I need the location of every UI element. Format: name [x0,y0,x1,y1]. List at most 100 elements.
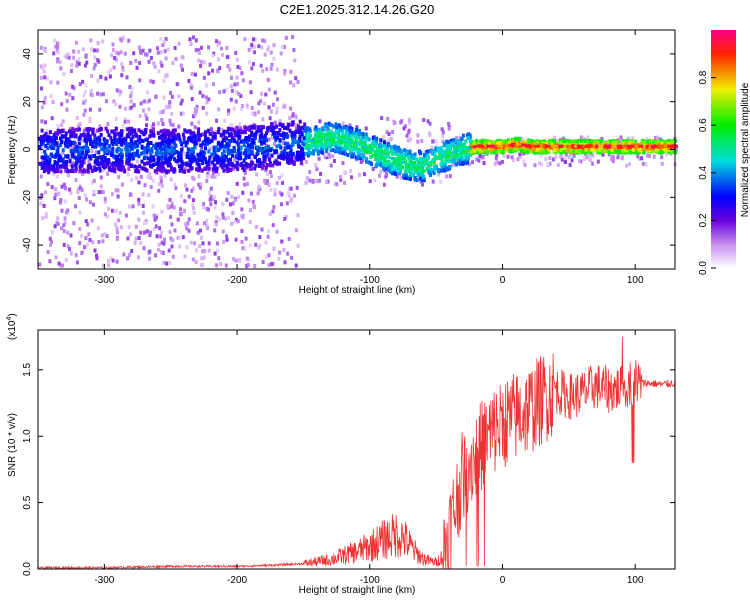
band-cell [131,134,135,139]
band-cell [38,136,42,141]
ridge-cell [576,144,580,148]
noise-cell [258,235,262,239]
noise-cell [493,161,497,166]
band-cell [522,145,526,150]
band-cell [391,151,395,156]
band-cell [444,157,448,162]
noise-cell [325,155,329,160]
band-cell [208,140,212,145]
band-cell [38,145,42,150]
noise-cell [270,262,274,267]
band-cell [667,142,671,147]
band-cell [452,142,455,147]
band-cell [197,127,201,132]
band-cell [663,140,667,144]
noise-cell [214,222,218,227]
noise-cell [269,109,273,114]
band-cell [134,169,138,174]
noise-cell [128,85,132,90]
band-cell [352,143,356,148]
noise-cell [88,119,92,124]
band-cell [291,138,295,143]
band-cell [352,131,356,136]
band-cell [424,159,428,164]
band-cell [178,164,181,169]
band-cell [149,158,153,163]
snr-scale-label: (x104) [6,313,18,340]
noise-cell [587,154,591,159]
band-cell [648,146,651,151]
band-cell [103,157,107,162]
noise-cell [408,121,412,126]
noise-cell [261,68,265,73]
noise-cell [224,216,228,221]
band-cell [78,164,82,169]
band-cell [441,164,445,169]
noise-cell [204,83,208,88]
noise-cell [157,188,161,193]
band-cell [109,135,113,140]
band-cell [105,149,109,154]
noise-cell [316,179,320,184]
noise-cell [209,194,213,199]
ridge-cell [656,144,660,148]
noise-cell [123,119,127,124]
band-cell [371,153,375,158]
noise-cell [138,114,142,118]
band-cell [279,153,283,158]
noise-cell [234,50,238,55]
noise-cell [117,89,121,94]
band-cell [303,122,307,127]
band-cell [152,158,156,163]
noise-cell [159,50,163,55]
noise-cell [152,213,156,218]
noise-cell [272,246,276,251]
noise-cell [54,255,58,260]
band-cell [433,165,436,169]
noise-cell [296,213,300,218]
band-cell [286,142,290,147]
band-cell [332,124,336,129]
noise-cell [224,263,228,268]
band-cell [551,138,555,143]
noise-cell [522,159,526,164]
noise-cell [252,44,256,49]
noise-cell [495,152,499,157]
noise-cell [188,37,192,42]
noise-cell [234,217,238,222]
noise-cell [249,157,253,162]
band-cell [128,157,132,162]
ridge-cell [401,161,405,164]
band-cell [305,144,309,149]
noise-cell [248,80,252,85]
noise-cell [169,91,172,95]
band-cell [119,148,123,153]
noise-cell [99,184,103,189]
band-cell [144,137,148,142]
band-cell [268,163,272,168]
band-cell [286,145,290,150]
noise-cell [39,201,43,206]
band-cell [381,149,385,154]
band-cell [229,139,233,144]
noise-cell [42,100,46,105]
colorbar-tick-label: 0.8 [698,70,709,84]
band-cell [667,139,671,144]
band-cell [375,151,379,156]
noise-cell [78,183,82,188]
band-cell [253,166,257,171]
band-cell [396,153,400,158]
band-cell [642,150,646,155]
noise-cell [167,248,171,253]
band-cell [139,129,143,134]
band-cell [231,127,235,132]
noise-cell [176,161,180,166]
noise-cell [254,242,258,247]
band-cell [54,136,58,140]
band-cell [545,141,549,146]
band-cell [236,167,240,172]
noise-cell [159,175,163,180]
noise-cell [196,230,200,235]
noise-cell [538,161,541,166]
band-cell [64,164,68,169]
